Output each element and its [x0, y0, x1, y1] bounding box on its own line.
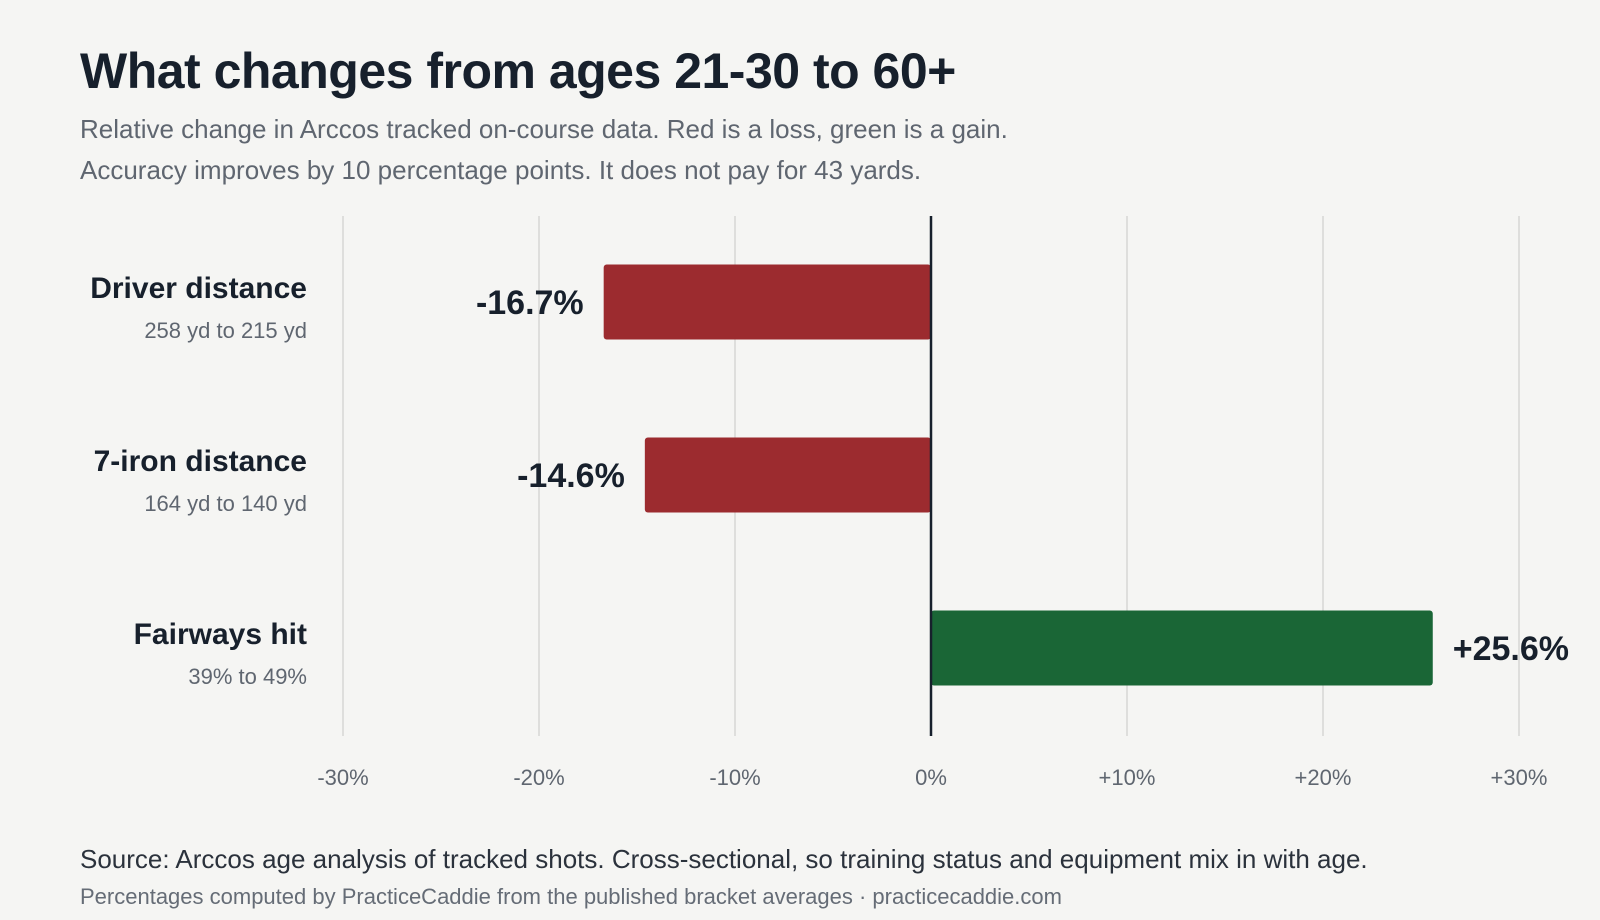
bar: [644, 437, 931, 513]
data-labels: -16.7% -14.6% +25.6%: [476, 284, 1569, 668]
x-tick-label: -10%: [709, 765, 760, 790]
data-label: -16.7%: [476, 284, 584, 322]
x-tick-label: +20%: [1295, 765, 1352, 790]
bars: [603, 264, 1433, 686]
credit-note: Percentages computed by PracticeCaddie f…: [80, 884, 1062, 909]
category-label: Driver distance: [90, 272, 307, 305]
bar-chart: Driver distance 258 yd to 215 yd 7-iron di…: [90, 216, 1569, 790]
x-axis-ticks: -30% -20% -10% 0% +10% +20% +30%: [317, 765, 1547, 790]
x-tick-label: -30%: [317, 765, 368, 790]
data-label: +25.6%: [1453, 630, 1569, 668]
x-tick-label: 0%: [915, 765, 947, 790]
source-note: Source: Arccos age analysis of tracked s…: [80, 844, 1368, 874]
chart-title: What changes from ages 21-30 to 60+: [80, 43, 956, 99]
x-tick-label: +30%: [1491, 765, 1548, 790]
bar: [603, 264, 931, 340]
category-labels: Driver distance 258 yd to 215 yd 7-iron di…: [90, 272, 307, 689]
category-sublabel: 39% to 49%: [188, 664, 307, 689]
x-tick-label: -20%: [513, 765, 564, 790]
chart-subtitle: Relative change in Arccos tracked on-cou…: [80, 114, 1008, 144]
category-sublabel: 258 yd to 215 yd: [144, 318, 307, 343]
category-label: 7-iron distance: [94, 445, 307, 478]
x-tick-label: +10%: [1099, 765, 1156, 790]
chart-subtitle-secondary: Accuracy improves by 10 percentage point…: [80, 155, 922, 185]
category-sublabel: 164 yd to 140 yd: [144, 491, 307, 516]
category-label: Fairways hit: [134, 618, 307, 651]
data-label: -14.6%: [517, 457, 625, 495]
bar: [931, 610, 1433, 686]
